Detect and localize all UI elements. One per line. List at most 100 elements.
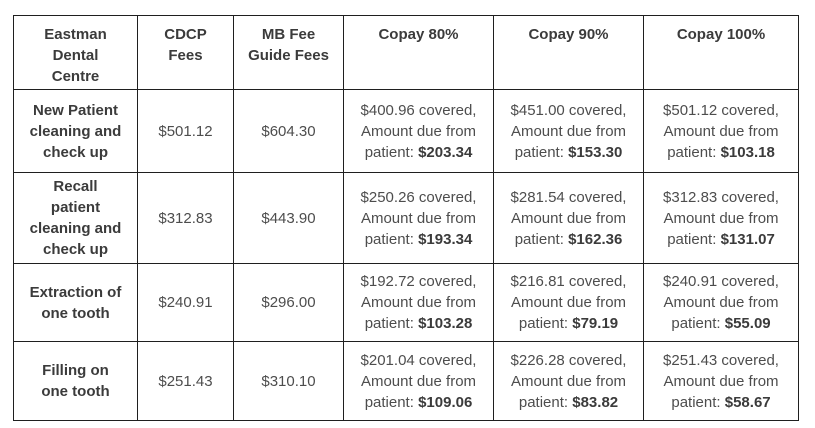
due-line: Amount due from [510,372,627,390]
table-container: Eastman Dental Centre CDCP Fees MB Fee G… [13,15,799,421]
covered-line: $400.96 covered, [360,101,477,119]
header-line: Copay 100% [676,26,766,43]
due-line: Amount due from [360,122,477,140]
cdcp-fee-cell: $312.83 [137,172,234,264]
header-cell-clinic: Eastman Dental Centre [13,15,138,90]
service-cell: New Patient cleaning and check up [13,89,138,173]
copay-90-cell: $216.81 covered, Amount due from patient… [493,263,644,342]
amount-due: $55.09 [724,315,771,332]
header-cell-mb-fee-guide: MB Fee Guide Fees [233,15,344,90]
amount-due: $83.82 [572,393,619,411]
amount-due: $58.67 [724,393,771,411]
service-line: check up [42,241,109,258]
patient-line: patient: $162.36 [498,229,639,250]
service-cell: Recall patient cleaning and check up [13,172,138,264]
patient-line: patient: $103.28 [348,313,489,334]
copay-100-cell: $240.91 covered, Amount due from patient… [643,263,799,342]
header-line: Dental [52,47,99,64]
due-line: Amount due from [663,294,779,311]
copay-90-cell: $281.54 covered, Amount due from patient… [493,172,644,264]
covered-line: $192.72 covered, [360,273,477,290]
covered-line: $250.26 covered, [360,188,477,206]
patient-label: patient: [667,143,717,161]
copay-80-cell: $250.26 covered, Amount due from patient… [343,172,494,264]
patient-line: patient: $203.34 [348,142,489,163]
patient-label: patient: [364,315,414,332]
patient-line: patient: $103.18 [648,142,794,163]
patient-line: patient: $131.07 [648,229,794,250]
header-row: Eastman Dental Centre CDCP Fees MB Fee G… [13,15,799,90]
due-line: Amount due from [510,122,627,140]
table-row: New Patient cleaning and check up $501.1… [13,89,799,173]
cdcp-fee-cell: $240.91 [137,263,234,342]
header-line: MB Fee [261,26,316,43]
patient-label: patient: [671,393,721,411]
copay-100-cell: $312.83 covered, Amount due from patient… [643,172,799,264]
header-line: Copay 90% [528,26,609,43]
patient-label: patient: [518,393,569,411]
patient-label: patient: [667,230,717,248]
covered-line: $240.91 covered, [663,273,779,290]
service-cell: Extraction of one tooth [13,263,138,342]
covered-line: $216.81 covered, [510,273,627,290]
header-line: CDCP [164,26,207,43]
amount-due: $131.07 [720,230,775,248]
amount-due: $193.34 [418,230,473,248]
header-cell-copay-100: Copay 100% [643,15,799,90]
table-row: Recall patient cleaning and check up $31… [13,172,799,264]
copay-80-cell: $400.96 covered, Amount due from patient… [343,89,494,173]
service-line: patient [50,199,101,216]
patient-line: patient: $153.30 [498,142,639,163]
cdcp-fee-cell: $501.12 [137,89,234,173]
service-line: one tooth [41,304,110,322]
amount-due: $103.18 [720,143,775,161]
amount-due: $203.34 [418,143,473,161]
patient-line: patient: $193.34 [348,229,489,250]
fee-comparison-table: Eastman Dental Centre CDCP Fees MB Fee G… [13,15,799,421]
patient-label: patient: [671,315,721,332]
mb-fee-cell: $443.90 [233,172,344,264]
amount-due: $103.28 [418,315,473,332]
due-line: Amount due from [663,372,779,390]
patient-label: patient: [364,230,414,248]
cdcp-fee-cell: $251.43 [137,341,234,421]
copay-80-cell: $192.72 covered, Amount due from patient… [343,263,494,342]
service-line: Recall [53,178,98,195]
copay-100-cell: $501.12 covered, Amount due from patient… [643,89,799,173]
header-cell-copay-90: Copay 90% [493,15,644,90]
due-line: Amount due from [663,122,779,140]
header-cell-cdcp-fees: CDCP Fees [137,15,234,90]
patient-label: patient: [364,393,414,411]
header-line: Centre [51,68,100,85]
mb-fee-cell: $296.00 [233,263,344,342]
header-cell-copay-80: Copay 80% [343,15,494,90]
amount-due: $109.06 [418,393,473,411]
service-line: cleaning and [29,220,122,237]
patient-label: patient: [514,143,564,161]
patient-line: patient: $83.82 [498,392,639,413]
copay-90-cell: $226.28 covered, Amount due from patient… [493,341,644,421]
table-row: Filling on one tooth $251.43 $310.10 $20… [13,341,799,421]
covered-line: $226.28 covered, [510,351,627,369]
patient-line: patient: $79.19 [498,313,639,334]
covered-line: $451.00 covered, [510,101,627,119]
copay-90-cell: $451.00 covered, Amount due from patient… [493,89,644,173]
patient-line: patient: $55.09 [648,313,794,334]
due-line: Amount due from [360,294,477,311]
due-line: Amount due from [360,209,477,227]
covered-line: $251.43 covered, [663,351,779,369]
covered-line: $201.04 covered, [360,351,477,369]
service-line: Extraction of [29,283,122,301]
mb-fee-cell: $310.10 [233,341,344,421]
service-line: cleaning and [29,122,122,140]
patient-label: patient: [518,315,569,332]
header-line: Copay 80% [378,26,459,43]
mb-fee-cell: $604.30 [233,89,344,173]
due-line: Amount due from [510,209,627,227]
service-line: New Patient [32,101,119,119]
table-row: Extraction of one tooth $240.91 $296.00 … [13,263,799,342]
patient-label: patient: [364,143,414,161]
service-line: one tooth [41,383,110,400]
header-line: Fees [168,47,203,64]
patient-line: patient: $109.06 [348,392,489,413]
